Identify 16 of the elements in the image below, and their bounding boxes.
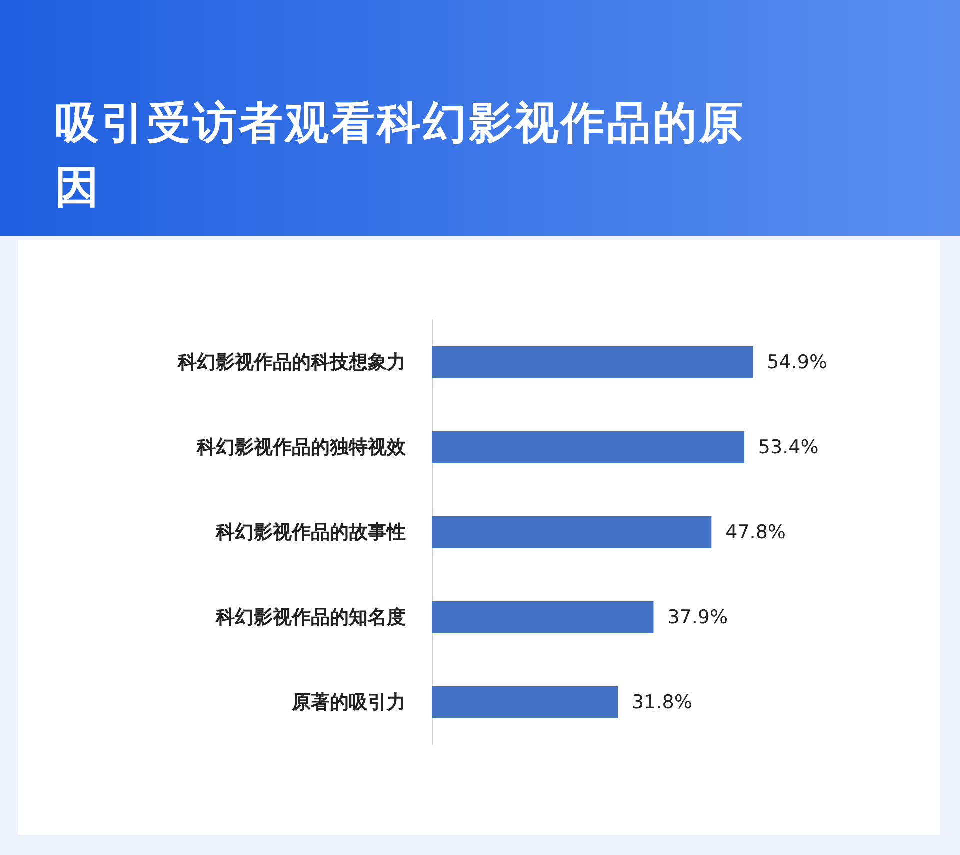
data-label: 47.8%: [726, 522, 786, 544]
bar: [432, 602, 654, 634]
y-tick-label: 科幻影视作品的科技想象力: [177, 352, 406, 374]
bar: [432, 686, 618, 718]
y-tick-label: 原著的吸引力: [291, 692, 406, 714]
data-label: 53.4%: [758, 436, 819, 458]
bar: [432, 346, 754, 378]
y-tick-label: 科幻影视作品的独特视效: [196, 436, 407, 458]
chart-title: 吸引受访者观看科幻影视作品的原因: [55, 97, 746, 215]
data-label: 31.8%: [632, 692, 692, 714]
y-tick-label: 科幻影视作品的故事性: [215, 522, 406, 544]
bar: [432, 516, 712, 548]
y-tick-label: 科幻影视作品的知名度: [215, 606, 406, 628]
data-label: 37.9%: [668, 606, 728, 628]
data-label: 54.9%: [767, 352, 828, 374]
bar: [432, 432, 744, 464]
